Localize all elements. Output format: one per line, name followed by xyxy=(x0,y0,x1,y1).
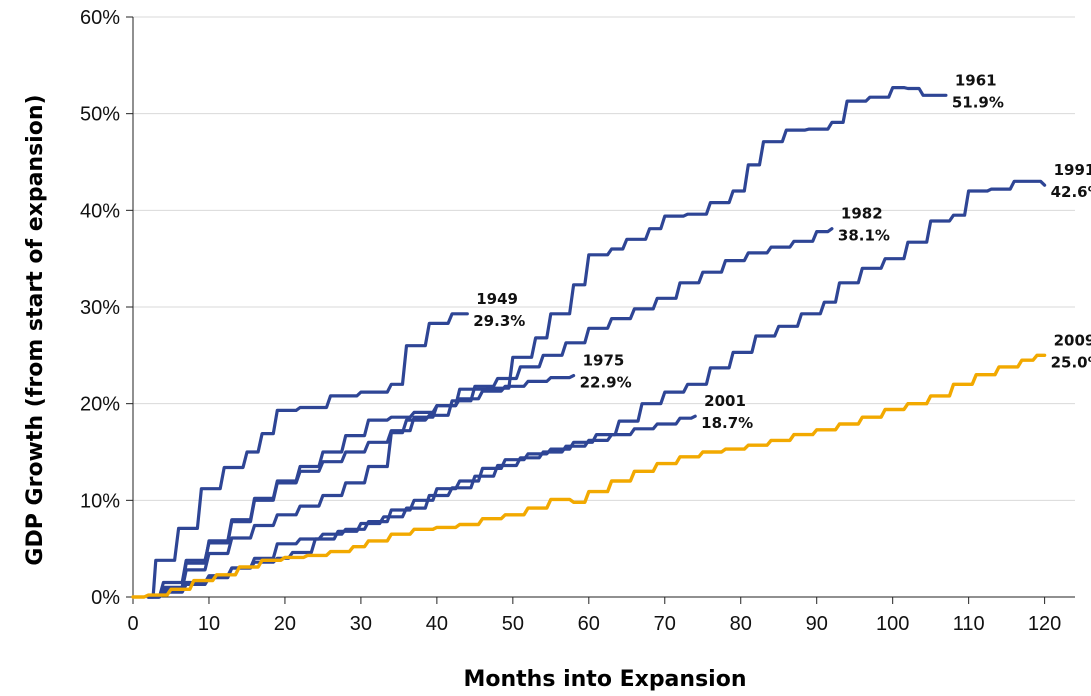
x-tick-label: 20 xyxy=(274,613,296,635)
y-tick-label: 30% xyxy=(80,297,120,319)
x-tick-label: 100 xyxy=(876,613,909,635)
x-tick-label: 60 xyxy=(578,613,600,635)
series-lines xyxy=(131,86,1047,599)
series-label-1949: 1949 29.3% xyxy=(473,290,525,330)
y-tick-label: 40% xyxy=(80,200,120,222)
series-line-1982 xyxy=(146,227,834,599)
series-label-1975: 1975 22.9% xyxy=(580,352,632,392)
series-label-1961: 1961 51.9% xyxy=(952,71,1004,111)
x-tick-label: 120 xyxy=(1028,613,1061,635)
series-label-1982: 1982 38.1% xyxy=(838,205,890,245)
x-axis: 0 10 20 30 40 50 60 70 80 90 100 110 120 xyxy=(127,596,1075,635)
grid-lines xyxy=(133,16,1075,501)
y-axis-title: GDP Growth (from start of expansion) xyxy=(23,94,48,565)
x-tick-label: 30 xyxy=(350,613,372,635)
y-tick-label: 50% xyxy=(80,104,120,126)
y-axis: 0% 10% 20% 30% 40% 50% 60% xyxy=(80,7,134,609)
x-tick-label: 110 xyxy=(953,613,985,635)
x-tick-label: 10 xyxy=(198,613,220,635)
x-tick-label: 50 xyxy=(502,613,524,635)
series-line-1961 xyxy=(146,86,948,599)
x-tick-label: 80 xyxy=(730,613,752,635)
series-labels: 1949 29.3% 1961 51.9% 1975 22.9% 1982 38.1% 1991… xyxy=(473,71,1091,432)
series-line-2009 xyxy=(131,353,1047,599)
series-label-2001: 2001 18.7% xyxy=(701,392,753,432)
y-tick-label: 10% xyxy=(80,490,120,512)
y-tick-label: 0% xyxy=(91,587,120,609)
x-tick-label: 90 xyxy=(806,613,828,635)
y-tick-label: 20% xyxy=(80,394,120,416)
x-tick-label: 70 xyxy=(654,613,676,635)
series-line-2001 xyxy=(146,414,697,599)
x-axis-title: Months into Expansion xyxy=(464,667,747,692)
y-tick-label: 60% xyxy=(80,7,120,29)
x-tick-label: 0 xyxy=(127,613,138,635)
series-line-1949 xyxy=(146,312,469,599)
x-tick-label: 40 xyxy=(426,613,448,635)
series-line-1975 xyxy=(146,374,576,599)
